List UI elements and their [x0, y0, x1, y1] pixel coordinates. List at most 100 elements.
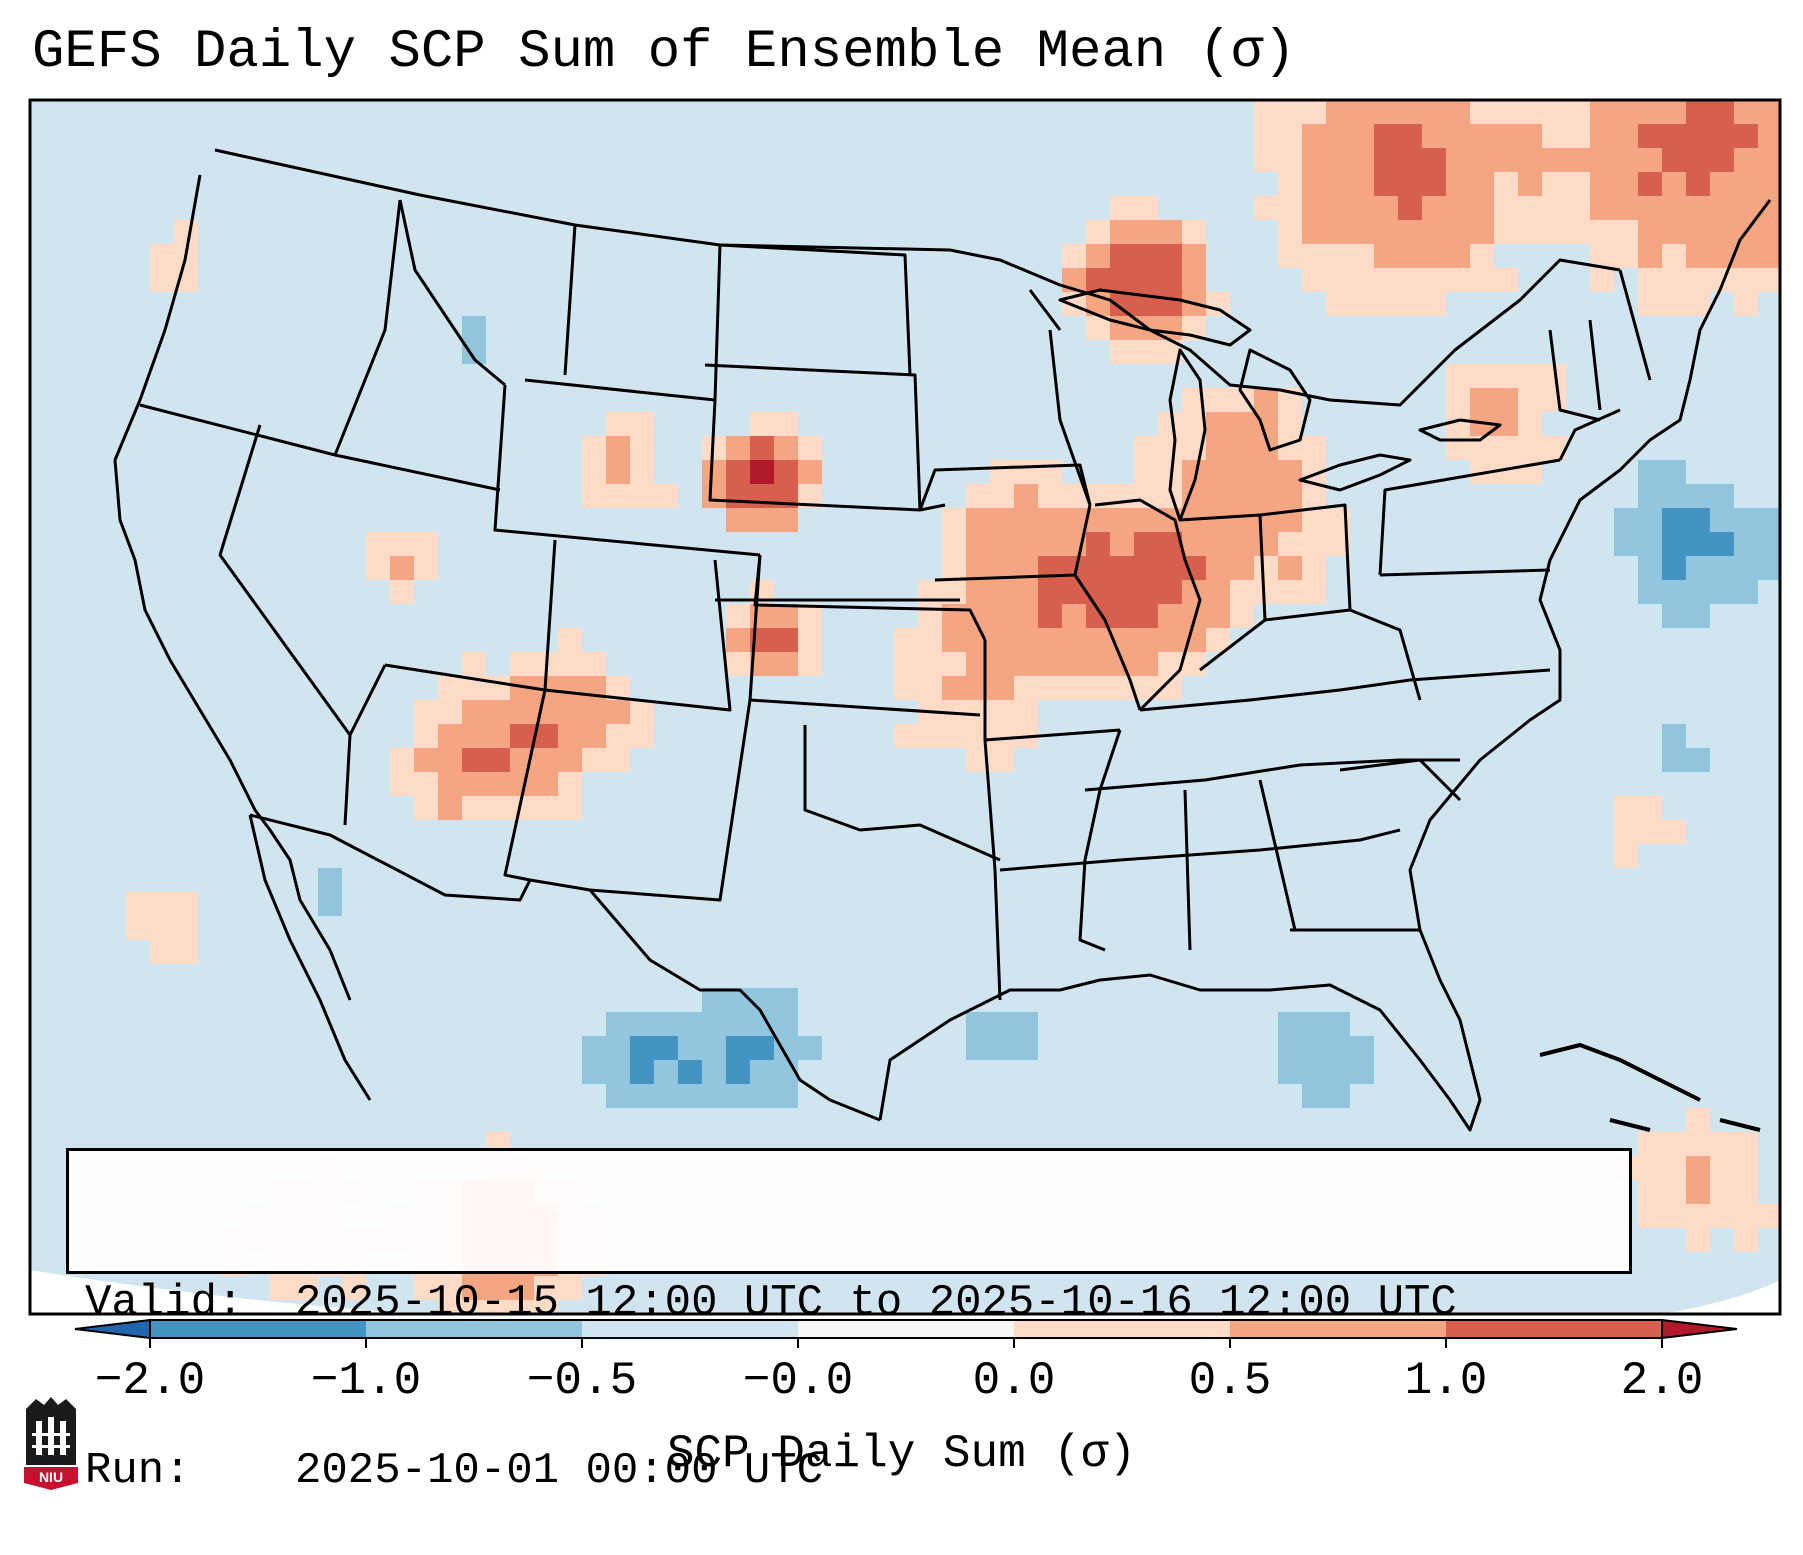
- anomaly-cell: [582, 724, 606, 748]
- anomaly-cell: [1614, 244, 1638, 268]
- anomaly-cell: [1134, 436, 1158, 460]
- anomaly-cell: [990, 700, 1014, 724]
- anomaly-cell: [1710, 100, 1734, 124]
- anomaly-cell: [1302, 532, 1326, 556]
- anomaly-cell: [1230, 484, 1254, 508]
- anomaly-cell: [942, 628, 966, 652]
- anomaly-cell: [1614, 172, 1638, 196]
- anomaly-cell: [678, 1084, 702, 1108]
- anomaly-cell: [1302, 508, 1326, 532]
- anomaly-cell: [1470, 100, 1494, 124]
- anomaly-cell: [1614, 220, 1638, 244]
- anomaly-cell: [966, 1036, 990, 1060]
- anomaly-cell: [1494, 124, 1518, 148]
- anomaly-cell: [1302, 484, 1326, 508]
- anomaly-cell: [1326, 1012, 1350, 1036]
- colorbar-outline: [149, 1319, 1663, 1339]
- anomaly-cell: [1446, 148, 1470, 172]
- anomaly-cell: [702, 460, 726, 484]
- anomaly-cell: [894, 676, 918, 700]
- anomaly-cell: [1158, 556, 1182, 580]
- anomaly-cell: [1230, 508, 1254, 532]
- anomaly-cell: [1638, 580, 1662, 604]
- anomaly-cell: [606, 412, 630, 436]
- anomaly-cell: [462, 772, 486, 796]
- anomaly-cell: [1350, 244, 1374, 268]
- anomaly-cell: [1374, 196, 1398, 220]
- anomaly-cell: [1638, 1204, 1662, 1228]
- anomaly-cell: [1038, 652, 1062, 676]
- anomaly-cell: [1278, 460, 1302, 484]
- anomaly-cell: [1086, 652, 1110, 676]
- anomaly-cell: [510, 1300, 534, 1314]
- anomaly-cell: [1638, 220, 1662, 244]
- anomaly-cell: [1734, 268, 1758, 292]
- anomaly-cell: [126, 892, 150, 916]
- anomaly-cell: [654, 1012, 678, 1036]
- anomaly-cell: [1686, 124, 1710, 148]
- colorbar-tick-label: 1.0: [1405, 1355, 1488, 1407]
- anomaly-cell: [1158, 220, 1182, 244]
- anomaly-cell: [1206, 556, 1230, 580]
- anomaly-cell: [486, 676, 510, 700]
- anomaly-cell: [1734, 1156, 1758, 1180]
- anomaly-cell: [654, 1036, 678, 1060]
- anomaly-cell: [1182, 532, 1206, 556]
- anomaly-cell: [774, 628, 798, 652]
- anomaly-cell: [1686, 748, 1710, 772]
- anomaly-cell: [1758, 196, 1780, 220]
- anomaly-cell: [1374, 292, 1398, 316]
- anomaly-cell: [1230, 412, 1254, 436]
- anomaly-cell: [366, 556, 390, 580]
- anomaly-cell: [510, 652, 534, 676]
- anomaly-cell: [1278, 580, 1302, 604]
- anomaly-cell: [750, 1084, 774, 1108]
- anomaly-cell: [1206, 532, 1230, 556]
- anomaly-cell: [1470, 364, 1494, 388]
- anomaly-cell: [1686, 220, 1710, 244]
- anomaly-cell: [726, 628, 750, 652]
- anomaly-cell: [1758, 532, 1780, 556]
- anomaly-cell: [1062, 652, 1086, 676]
- anomaly-cell: [1014, 580, 1038, 604]
- anomaly-cell: [966, 532, 990, 556]
- anomaly-cell: [750, 412, 774, 436]
- anomaly-cell: [990, 508, 1014, 532]
- anomaly-cell: [1326, 172, 1350, 196]
- anomaly-cell: [462, 1276, 486, 1300]
- anomaly-cell: [894, 652, 918, 676]
- anomaly-cell: [990, 460, 1014, 484]
- anomaly-cell: [462, 1300, 486, 1314]
- colorbar-bin: [582, 1320, 799, 1338]
- anomaly-cell: [1710, 484, 1734, 508]
- anomaly-cell: [1350, 100, 1374, 124]
- anomaly-cell: [1470, 124, 1494, 148]
- anomaly-cell: [726, 652, 750, 676]
- anomaly-cell: [1038, 628, 1062, 652]
- anomaly-cell: [438, 700, 462, 724]
- anomaly-cell: [774, 1012, 798, 1036]
- anomaly-cell: [438, 724, 462, 748]
- anomaly-cell: [1254, 556, 1278, 580]
- anomaly-cell: [1710, 220, 1734, 244]
- anomaly-cell: [1134, 508, 1158, 532]
- anomaly-cell: [462, 748, 486, 772]
- anomaly-cell: [1110, 220, 1134, 244]
- anomaly-cell: [174, 916, 198, 940]
- anomaly-cell: [534, 796, 558, 820]
- anomaly-cell: [1110, 268, 1134, 292]
- anomaly-cell: [1278, 484, 1302, 508]
- anomaly-cell: [1206, 436, 1230, 460]
- anomaly-cell: [1254, 388, 1278, 412]
- anomaly-cell: [1518, 412, 1542, 436]
- anomaly-cell: [1662, 604, 1686, 628]
- anomaly-cell: [582, 1036, 606, 1060]
- anomaly-cell: [1710, 148, 1734, 172]
- anomaly-cell: [1302, 100, 1326, 124]
- anomaly-cell: [1422, 220, 1446, 244]
- anomaly-cell: [630, 436, 654, 460]
- anomaly-cell: [486, 796, 510, 820]
- anomaly-cell: [1758, 148, 1780, 172]
- anomaly-cell: [150, 244, 174, 268]
- anomaly-cell: [1446, 244, 1470, 268]
